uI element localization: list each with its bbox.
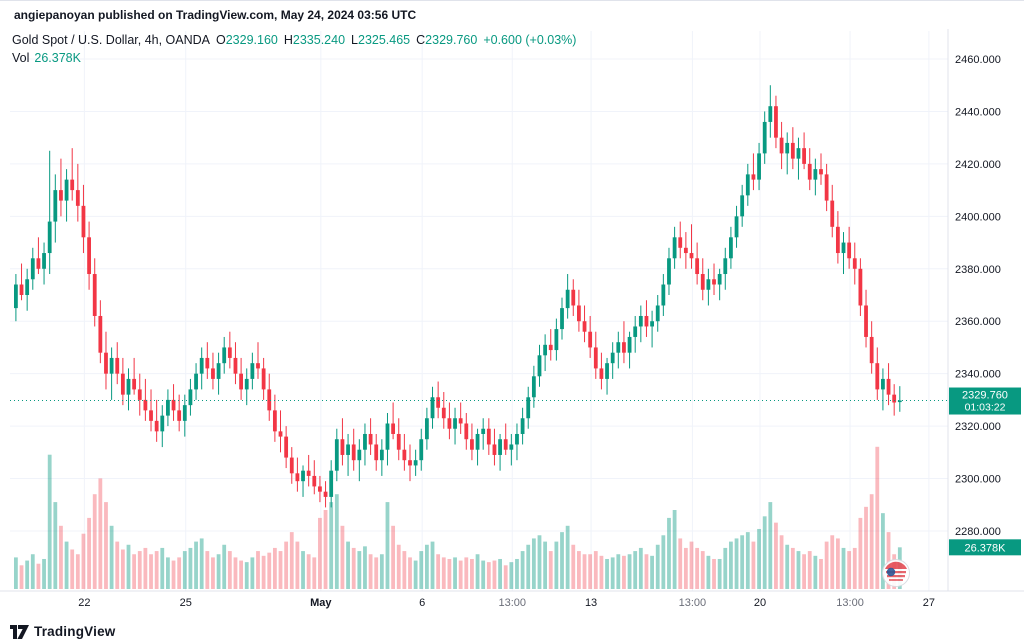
svg-text:13: 13 (585, 597, 597, 609)
svg-text:13:00: 13:00 (498, 597, 526, 609)
svg-text:2440.000: 2440.000 (955, 106, 1001, 118)
time-axis[interactable]: 22 25 May 6 13:00 13 13:00 20 13:00 27 (78, 597, 935, 609)
tradingview-logo-icon[interactable] (10, 624, 29, 639)
ohlc-open: O2329.160 (216, 33, 278, 47)
svg-text:25: 25 (180, 597, 192, 609)
price-axis[interactable]: 2280.000 2300.000 2320.000 2340.000 2360.000… (955, 54, 1001, 538)
svg-text:2300.000: 2300.000 (955, 474, 1001, 486)
ohlc-close: C2329.760 (416, 33, 478, 47)
legend-symbol-row: Gold Spot / U.S. Dollar, 4h, OANDA O2329… (12, 32, 576, 49)
attribution-bar: angiepanoyan published on TradingView.co… (0, 1, 1024, 29)
svg-text:01:03:22: 01:03:22 (965, 402, 1006, 414)
svg-text:2420.000: 2420.000 (955, 159, 1001, 171)
legend-volume-row: Vol 26.378K (12, 50, 576, 67)
svg-text:13:00: 13:00 (679, 597, 707, 609)
grid-layer (0, 29, 1024, 592)
volume-layer (14, 446, 902, 589)
svg-text:2280.000: 2280.000 (955, 526, 1001, 538)
svg-text:6: 6 (419, 597, 425, 609)
svg-text:2340.000: 2340.000 (955, 369, 1001, 381)
footer-bar: TradingView (0, 620, 1024, 643)
chart-area: 2280.000 2300.000 2320.000 2340.000 2360.000… (0, 29, 1024, 620)
svg-text:2360.000: 2360.000 (955, 316, 1001, 328)
svg-text:2400.000: 2400.000 (955, 211, 1001, 223)
legend: Gold Spot / U.S. Dollar, 4h, OANDA O2329… (12, 32, 576, 67)
volume-value: 26.378K (34, 51, 81, 65)
ohlc-high: H2335.240 (283, 33, 346, 47)
svg-text:27: 27 (923, 597, 935, 609)
candlestick-layer (14, 85, 902, 508)
svg-text:20: 20 (754, 597, 766, 609)
volume-label: Vol (12, 51, 30, 65)
svg-text:2320.000: 2320.000 (955, 421, 1001, 433)
svg-text:26.378K: 26.378K (965, 542, 1007, 554)
ohlc-low: L2325.465 (351, 33, 411, 47)
svg-text:22: 22 (78, 597, 90, 609)
change-value: +0.600 (+0.03%) (483, 33, 577, 47)
svg-text:2380.000: 2380.000 (955, 264, 1001, 276)
svg-text:May: May (310, 597, 332, 609)
tradingview-logo-text[interactable]: TradingView (34, 624, 116, 639)
svg-text:2460.000: 2460.000 (955, 54, 1001, 66)
svg-text:2329.760: 2329.760 (962, 390, 1008, 402)
attribution-text: angiepanoyan published on TradingView.co… (14, 8, 417, 22)
price-chart-canvas[interactable]: 2280.000 2300.000 2320.000 2340.000 2360.000… (0, 29, 1024, 620)
publisher-avatar-watermark (880, 557, 912, 589)
svg-text:13:00: 13:00 (836, 597, 864, 609)
symbol-title[interactable]: Gold Spot / U.S. Dollar, 4h, OANDA (12, 33, 210, 47)
